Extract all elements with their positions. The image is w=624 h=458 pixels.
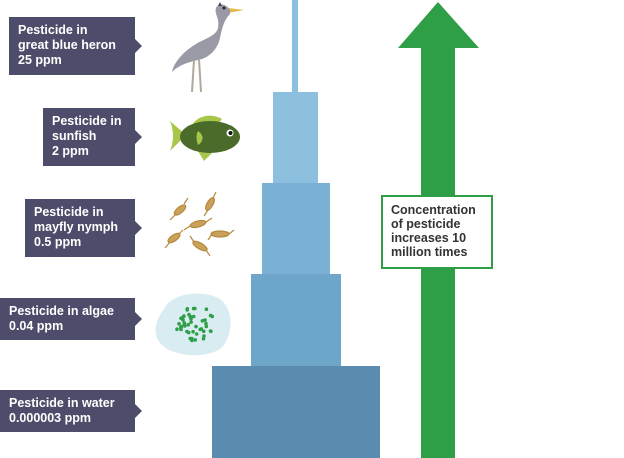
tower-step-sunfish bbox=[262, 183, 330, 274]
tower-step-heron bbox=[273, 92, 318, 183]
concentration-callout: Concentration of pesticide increases 10 … bbox=[381, 195, 493, 269]
label-line: Pesticide in algae bbox=[9, 304, 114, 318]
tower-spire bbox=[292, 0, 298, 92]
heron-label: Pesticide in great blue heron 25 ppm bbox=[9, 17, 142, 75]
water-label: Pesticide in water 0.000003 ppm bbox=[0, 390, 142, 432]
fish-icon bbox=[170, 115, 240, 161]
tower-step-mayfly bbox=[251, 274, 341, 366]
callout-line: Concentration bbox=[391, 203, 476, 217]
callout-line: increases 10 bbox=[391, 231, 467, 245]
label-line: 0.000003 ppm bbox=[9, 411, 91, 425]
callout-line: of pesticide bbox=[391, 217, 461, 231]
callout-line: million times bbox=[391, 245, 468, 259]
label-line: great blue heron bbox=[18, 38, 116, 52]
mayfly-label: Pesticide in mayfly nymph 0.5 ppm bbox=[25, 199, 142, 257]
label-line: mayfly nymph bbox=[34, 220, 119, 234]
algae-icon bbox=[155, 293, 231, 356]
tower-step-algae bbox=[212, 366, 380, 458]
label-line: 2 ppm bbox=[52, 144, 89, 158]
label-line: 0.04 ppm bbox=[9, 319, 64, 333]
heron-icon bbox=[172, 2, 244, 93]
label-line: Pesticide in bbox=[34, 205, 104, 219]
algae-label: Pesticide in algae 0.04 ppm bbox=[0, 298, 142, 340]
label-line: Pesticide in bbox=[52, 114, 122, 128]
sunfish-label: Pesticide in sunfish 2 ppm bbox=[43, 108, 142, 166]
label-line: sunfish bbox=[52, 129, 97, 143]
label-line: 25 ppm bbox=[18, 53, 62, 67]
label-line: Pesticide in bbox=[18, 23, 88, 37]
mayfly-icon bbox=[164, 191, 235, 257]
label-line: Pesticide in water bbox=[9, 396, 115, 410]
label-line: 0.5 ppm bbox=[34, 235, 82, 249]
